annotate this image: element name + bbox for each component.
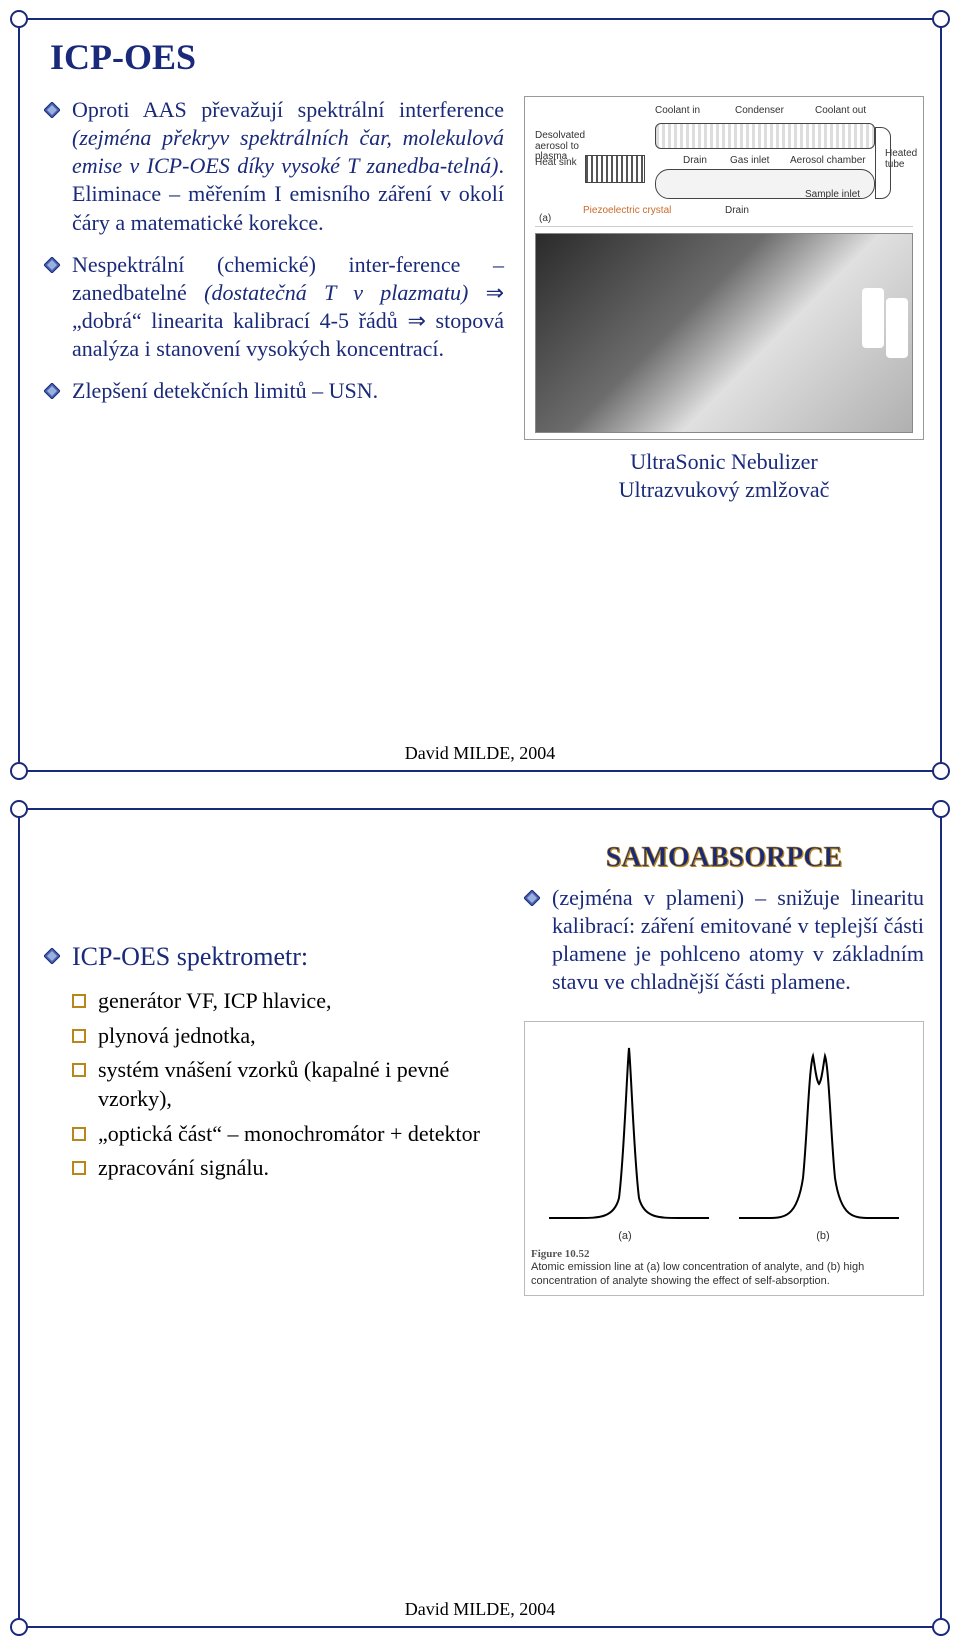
- corner-decor: [932, 762, 950, 780]
- bullet-text-italic: (dostatečná T v plazmatu): [204, 280, 468, 305]
- sub-item-text: plynová jednotka,: [98, 1023, 256, 1048]
- slide1-left-col: Oproti AAS převažují spektrální interfer…: [44, 96, 504, 420]
- figure-sublabels: (a) (b): [531, 1230, 917, 1242]
- peak-row: [531, 1028, 917, 1228]
- square-icon: [72, 1029, 86, 1043]
- figure-number: Figure 10.52: [531, 1248, 589, 1260]
- corner-decor: [10, 10, 28, 28]
- bullet-item: Zlepšení detekčních limitů – USN.: [44, 377, 504, 405]
- diag-label-drain1: Drain: [683, 155, 707, 166]
- slide1-columns: Oproti AAS převažují spektrální interfer…: [44, 96, 924, 503]
- diag-label-heated-tube: Heated tube: [885, 149, 925, 170]
- square-icon: [72, 1063, 86, 1077]
- sub-item-text: „optická část“ – monochromátor + detekto…: [98, 1121, 480, 1146]
- diag-label-coolant-out: Coolant out: [815, 105, 866, 116]
- bullet-item: ICP-OES spektrometr:: [44, 940, 504, 973]
- peak-a-path: [549, 1048, 709, 1218]
- sub-item-text: generátor VF, ICP hlavice,: [98, 988, 331, 1013]
- bullet-item: Nespektrální (chemické) inter-ference – …: [44, 251, 504, 364]
- slide-footer: David MILDE, 2004: [0, 743, 960, 764]
- corner-decor: [10, 800, 28, 818]
- condenser-shape: [655, 123, 875, 149]
- right-bullet-text: (zejména v plameni) – snižuje linearitu …: [552, 885, 924, 994]
- slide-title: ICP-OES: [50, 36, 924, 78]
- diag-label-panel-a: (a): [539, 213, 551, 224]
- corner-decor: [10, 762, 28, 780]
- diamond-icon: [524, 890, 540, 906]
- slide1-right-col: Desolvated aerosol to plasma Coolant in …: [524, 96, 924, 503]
- heatsink-shape: [585, 155, 645, 183]
- bullet-list: Oproti AAS převažují spektrální interfer…: [44, 96, 504, 406]
- corner-decor: [932, 10, 950, 28]
- bullet-text-prefix: Zlepšení detekčních limitů – USN.: [72, 378, 378, 403]
- sub-item: „optická část“ – monochromátor + detekto…: [72, 1120, 504, 1149]
- self-absorption-figure: (a) (b) Figure 10.52 Atomic emission lin…: [524, 1021, 924, 1296]
- bullet-text-italic: (zejména překryv spektrálních čar, molek…: [72, 125, 504, 178]
- figure-caption: Figure 10.52 Atomic emission line at (a)…: [531, 1248, 917, 1289]
- diamond-icon: [44, 257, 60, 273]
- diag-label-sample-inlet: Sample inlet: [805, 189, 860, 200]
- figure-text: Atomic emission line at (a) low concentr…: [531, 1261, 864, 1287]
- diag-label-condenser: Condenser: [735, 105, 784, 116]
- caption-line2: Ultrazvukový zmlžovač: [619, 477, 830, 502]
- sub-item: plynová jednotka,: [72, 1022, 504, 1051]
- sub-item: generátor VF, ICP hlavice,: [72, 987, 504, 1016]
- slide2-left-col: ICP-OES spektrometr: generátor VF, ICP h…: [44, 940, 504, 1189]
- sub-item-text: zpracování signálu.: [98, 1155, 269, 1180]
- diamond-icon: [44, 383, 60, 399]
- corner-decor: [932, 800, 950, 818]
- corner-decor: [10, 1618, 28, 1636]
- sub-item: systém vnášení vzorků (kapalné i pevné v…: [72, 1056, 504, 1113]
- caption-line1: UltraSonic Nebulizer: [630, 449, 818, 474]
- bullet-item: Oproti AAS převažují spektrální interfer…: [44, 96, 504, 237]
- slide2-columns: ICP-OES spektrometr: generátor VF, ICP h…: [44, 820, 924, 1296]
- sub-item-text: systém vnášení vzorků (kapalné i pevné v…: [98, 1057, 449, 1111]
- nebulizer-diagram: Desolvated aerosol to plasma Coolant in …: [524, 96, 924, 440]
- nebulizer-caption: UltraSonic Nebulizer Ultrazvukový zmlžov…: [619, 448, 830, 503]
- diag-label-gas-inlet: Gas inlet: [730, 155, 769, 166]
- square-icon: [72, 1161, 86, 1175]
- nebulizer-photo: [535, 233, 913, 433]
- square-icon: [72, 994, 86, 1008]
- diamond-icon: [44, 948, 60, 964]
- peak-b-path: [739, 1056, 899, 1218]
- sub-item: zpracování signálu.: [72, 1154, 504, 1183]
- slide2-right-col: SAMOABSORPCE (zejména v plameni) – snižu…: [524, 842, 924, 1296]
- diamond-icon: [44, 102, 60, 118]
- corner-decor: [932, 1618, 950, 1636]
- slide-samoabsorpce: ICP-OES spektrometr: generátor VF, ICP h…: [0, 790, 960, 1646]
- square-icon: [72, 1127, 86, 1141]
- peak-a: [539, 1028, 719, 1228]
- peak-b: [729, 1028, 909, 1228]
- diag-label-coolant-in: Coolant in: [655, 105, 700, 116]
- diag-label-drain2: Drain: [725, 205, 749, 216]
- diag-label-heat-sink: Heat sink: [535, 157, 577, 168]
- fig-sub-b: (b): [816, 1230, 829, 1242]
- left-heading: ICP-OES spektrometr:: [72, 942, 308, 971]
- bullet-list: (zejména v plameni) – snižuje linearitu …: [524, 884, 924, 1011]
- diag-label-piezo: Piezoelectric crystal: [583, 205, 671, 216]
- samoabsorpce-heading: SAMOABSORPCE: [606, 842, 842, 874]
- slide-footer: David MILDE, 2004: [0, 1599, 960, 1620]
- diag-label-aerosol-chamber: Aerosol chamber: [790, 155, 866, 166]
- bullet-item: (zejména v plameni) – snižuje linearitu …: [524, 884, 924, 997]
- bullet-text-prefix: Oproti AAS převažují spektrální interfer…: [72, 97, 504, 122]
- bullet-list: ICP-OES spektrometr:: [44, 940, 504, 973]
- nebulizer-schematic: Desolvated aerosol to plasma Coolant in …: [535, 105, 913, 227]
- slide-icp-oes: ICP-OES Oproti AAS převažují spektrální …: [0, 0, 960, 790]
- sub-list: generátor VF, ICP hlavice, plynová jedno…: [72, 987, 504, 1183]
- fig-sub-a: (a): [618, 1230, 631, 1242]
